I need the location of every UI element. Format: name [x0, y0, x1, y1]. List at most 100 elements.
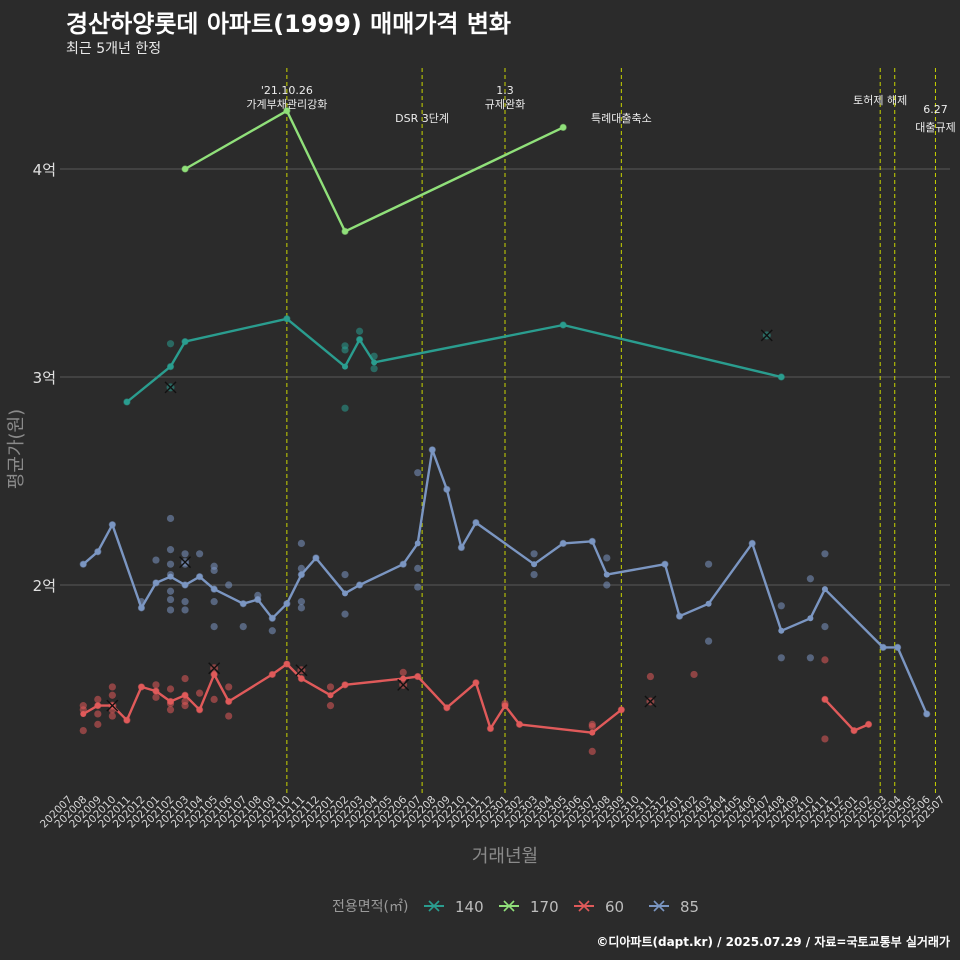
data-point-85 — [239, 623, 247, 631]
line-vertex-85 — [94, 548, 101, 555]
data-point-85 — [166, 546, 175, 554]
series-line-60 — [824, 698, 870, 732]
line-vertex-60 — [443, 704, 450, 711]
line-vertex-60 — [152, 688, 159, 695]
data-point-60 — [225, 683, 233, 691]
line-vertex-60 — [589, 729, 596, 736]
data-point-60 — [326, 702, 335, 710]
line-vertex-60 — [167, 698, 174, 705]
y-tick-label: 3억 — [33, 369, 56, 387]
data-point-85 — [166, 595, 175, 604]
line-vertex-170 — [342, 228, 349, 235]
data-point-85 — [210, 598, 218, 606]
data-point-60 — [94, 720, 102, 728]
line-vertex-60 — [80, 710, 87, 717]
policy-event-label: 토허제 해제 — [853, 93, 907, 107]
cancelled-mark-140 — [760, 329, 773, 342]
data-point-85 — [297, 539, 306, 548]
line-vertex-85 — [705, 600, 712, 607]
data-point-60 — [181, 675, 189, 683]
line-vertex-85 — [458, 544, 465, 551]
line-vertex-140 — [123, 398, 130, 405]
source-credit: ©디아파트(dapt.kr) / 2025.07.29 / 자료=국토교통부 실… — [596, 935, 950, 949]
data-point-60 — [79, 727, 87, 735]
data-point-60 — [181, 702, 189, 710]
line-vertex-60 — [225, 698, 232, 705]
data-point-85 — [341, 610, 349, 618]
line-vertex-170 — [283, 107, 290, 114]
line-vertex-85 — [269, 615, 276, 622]
line-vertex-60 — [618, 706, 625, 713]
line-vertex-60 — [414, 673, 421, 680]
policy-event-label: 특례대출축소 — [591, 112, 652, 125]
y-axis-title: 평균가(원) — [6, 409, 27, 489]
data-point-60 — [166, 685, 175, 693]
line-vertex-60 — [342, 681, 349, 688]
policy-event-label: 가계부채관리강화 — [246, 98, 327, 111]
line-vertex-85 — [414, 540, 421, 547]
line-vertex-85 — [472, 519, 479, 526]
line-vertex-60 — [94, 702, 101, 709]
data-point-60 — [166, 706, 175, 714]
line-vertex-85 — [821, 586, 828, 593]
cancelled-mark-60 — [644, 695, 657, 708]
data-point-60 — [690, 670, 698, 679]
data-point-60 — [210, 695, 218, 704]
policy-event-label: 규제완화 — [485, 98, 525, 111]
data-point-60 — [646, 672, 655, 681]
legend-label-85: 85 — [680, 898, 699, 916]
cancelled-mark-60 — [106, 699, 119, 712]
line-vertex-85 — [560, 540, 567, 547]
line-vertex-140 — [778, 374, 785, 380]
y-tick-label: 2억 — [33, 577, 56, 595]
data-point-85 — [196, 550, 204, 558]
data-point-60 — [821, 656, 829, 664]
data-point-60 — [225, 712, 233, 720]
line-vertex-85 — [749, 540, 756, 547]
data-point-60 — [588, 720, 596, 728]
line-vertex-140 — [182, 338, 189, 345]
chart-subtitle: 최근 5개년 한정 — [66, 41, 162, 57]
line-vertex-85 — [211, 586, 218, 593]
line-vertex-60 — [211, 671, 218, 678]
chart-title: 경산하양롯데 아파트(1999) 매매가격 변화 — [66, 10, 511, 38]
policy-event-label: '21.10.26 — [261, 84, 313, 97]
series-line-170 — [184, 109, 564, 233]
data-point-85 — [806, 654, 814, 662]
line-vertex-85 — [923, 710, 930, 717]
data-point-85 — [777, 602, 785, 610]
data-point-60 — [152, 681, 160, 689]
policy-event-label: 6.27 — [923, 103, 948, 116]
legend-label-60: 60 — [605, 898, 624, 916]
data-point-60 — [108, 712, 116, 720]
data-point-85 — [166, 606, 175, 614]
line-vertex-60 — [138, 683, 145, 690]
data-point-85 — [777, 654, 785, 662]
cancelled-mark-60 — [397, 678, 410, 691]
data-point-85 — [297, 598, 306, 606]
data-point-85 — [166, 514, 175, 523]
data-point-60 — [196, 689, 204, 697]
line-vertex-85 — [676, 613, 683, 620]
data-point-85 — [704, 560, 713, 568]
data-point-60 — [94, 695, 102, 704]
data-point-85 — [603, 554, 611, 562]
data-point-140 — [370, 365, 378, 373]
line-vertex-60 — [516, 721, 523, 728]
line-vertex-170 — [182, 166, 189, 172]
line-vertex-60 — [865, 721, 872, 728]
line-vertex-85 — [298, 571, 305, 578]
data-point-85 — [414, 564, 422, 572]
line-vertex-60 — [821, 696, 828, 703]
data-point-85 — [297, 604, 306, 612]
series-line-60 — [82, 662, 623, 734]
line-vertex-85 — [283, 600, 290, 607]
line-vertex-60 — [472, 679, 479, 686]
line-vertex-85 — [196, 573, 203, 580]
data-point-85 — [181, 550, 189, 558]
data-point-85 — [704, 637, 713, 645]
data-point-85 — [414, 469, 422, 477]
line-vertex-140 — [167, 363, 174, 370]
data-point-85 — [821, 550, 829, 558]
line-vertex-85 — [182, 582, 189, 588]
